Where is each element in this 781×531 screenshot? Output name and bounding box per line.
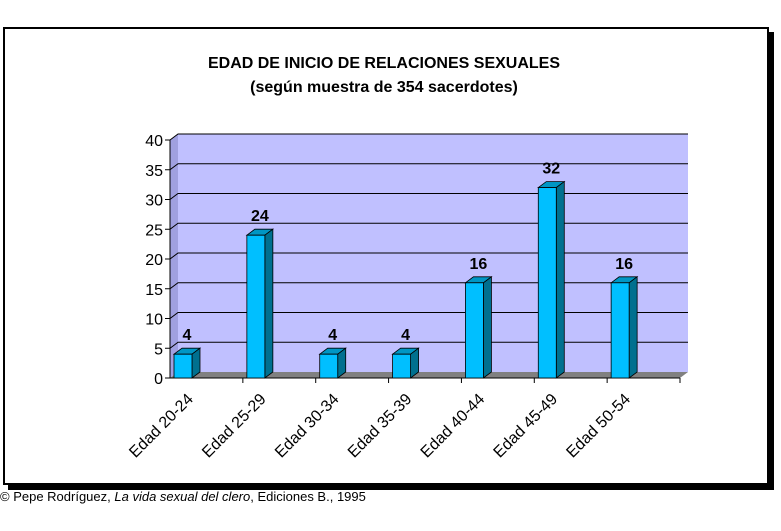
data-label: 32 (542, 161, 560, 178)
bar-side (264, 228, 274, 379)
bar-front (610, 282, 630, 379)
bar (245, 228, 275, 379)
y-tick-label: 5 (154, 341, 163, 358)
gridline (169, 222, 688, 230)
y-tick-label: 25 (145, 222, 163, 239)
gridline (169, 163, 688, 171)
x-tick-label: Edad 40-44 (418, 391, 489, 462)
bar (464, 275, 493, 379)
bar-side (483, 275, 492, 379)
x-axis-ticks: Edad 20-24 Edad 25-29 Edad 30-34 Edad 35-39… (126, 378, 681, 462)
data-label: 16 (615, 256, 633, 273)
credit-book-title: La vida sexual del clero (114, 489, 251, 504)
gridline (169, 133, 688, 141)
bar (318, 347, 347, 379)
y-tick-label: 15 (145, 282, 163, 299)
bar-front (319, 353, 339, 379)
bar-front (173, 353, 193, 379)
bar-side (555, 180, 565, 379)
y-tick-label: 10 (145, 312, 163, 329)
bar (391, 347, 420, 379)
gridlines (169, 133, 688, 349)
y-tick-label: 0 (154, 371, 163, 388)
chart-subtitle: (según muestra de 354 sacerdotes) (250, 79, 518, 96)
bar-side (628, 275, 638, 379)
x-tick-label: Edad 25-29 (199, 391, 270, 462)
data-label: 24 (251, 208, 269, 225)
bar (172, 347, 202, 379)
y-tick-label: 30 (145, 193, 163, 210)
bar (537, 180, 566, 379)
bar (609, 275, 639, 379)
gridline (169, 312, 688, 319)
y-tick-label: 35 (145, 163, 163, 180)
bar-front (246, 234, 266, 379)
data-label: 4 (328, 327, 337, 344)
x-tick-label: Edad 50-54 (563, 391, 634, 462)
data-label: 16 (470, 256, 488, 273)
bars (172, 180, 639, 379)
credit-suffix: , Ediciones B., 1995 (250, 489, 366, 504)
y-axis-ticks: 0 5 10 15 20 25 30 35 40 (145, 133, 170, 388)
chart-title: EDAD DE INICIO DE RELACIONES SEXUALES (208, 55, 560, 72)
x-tick-label: Edad 30-34 (272, 391, 343, 462)
x-tick-label: Edad 35-39 (345, 391, 416, 462)
y-tick-label: 20 (145, 252, 163, 269)
gridline (169, 282, 688, 290)
data-label: 4 (183, 327, 192, 344)
bar-front (392, 353, 411, 379)
bar-front (465, 282, 484, 379)
bar-front (537, 187, 557, 379)
gridline (169, 252, 688, 260)
x-tick-label: Edad 45-49 (491, 391, 562, 462)
data-label: 4 (401, 327, 410, 344)
source-credit: © Pepe Rodríguez, La vida sexual del cle… (0, 489, 366, 504)
gridline (169, 193, 688, 200)
x-tick-label: Edad 20-24 (126, 391, 197, 462)
credit-prefix: © Pepe Rodríguez, (0, 489, 115, 504)
y-tick-label: 40 (145, 133, 163, 150)
gridline (169, 341, 688, 349)
